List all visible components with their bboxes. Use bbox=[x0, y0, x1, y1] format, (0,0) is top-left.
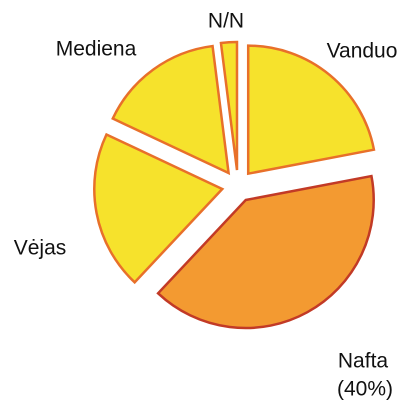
pie-slice bbox=[156, 174, 375, 330]
slice-label: Vėjas bbox=[14, 237, 67, 260]
pie-slice bbox=[246, 44, 376, 176]
slice-label: Vanduo bbox=[327, 40, 398, 63]
value-label: (40%) bbox=[337, 378, 393, 401]
slice-label: Mediena bbox=[56, 38, 137, 61]
pie-slice bbox=[111, 44, 231, 176]
pie-slice bbox=[219, 40, 239, 171]
slice-label: N/N bbox=[208, 10, 244, 33]
pie-slice bbox=[93, 132, 225, 285]
slice-label: Nafta bbox=[338, 350, 389, 373]
